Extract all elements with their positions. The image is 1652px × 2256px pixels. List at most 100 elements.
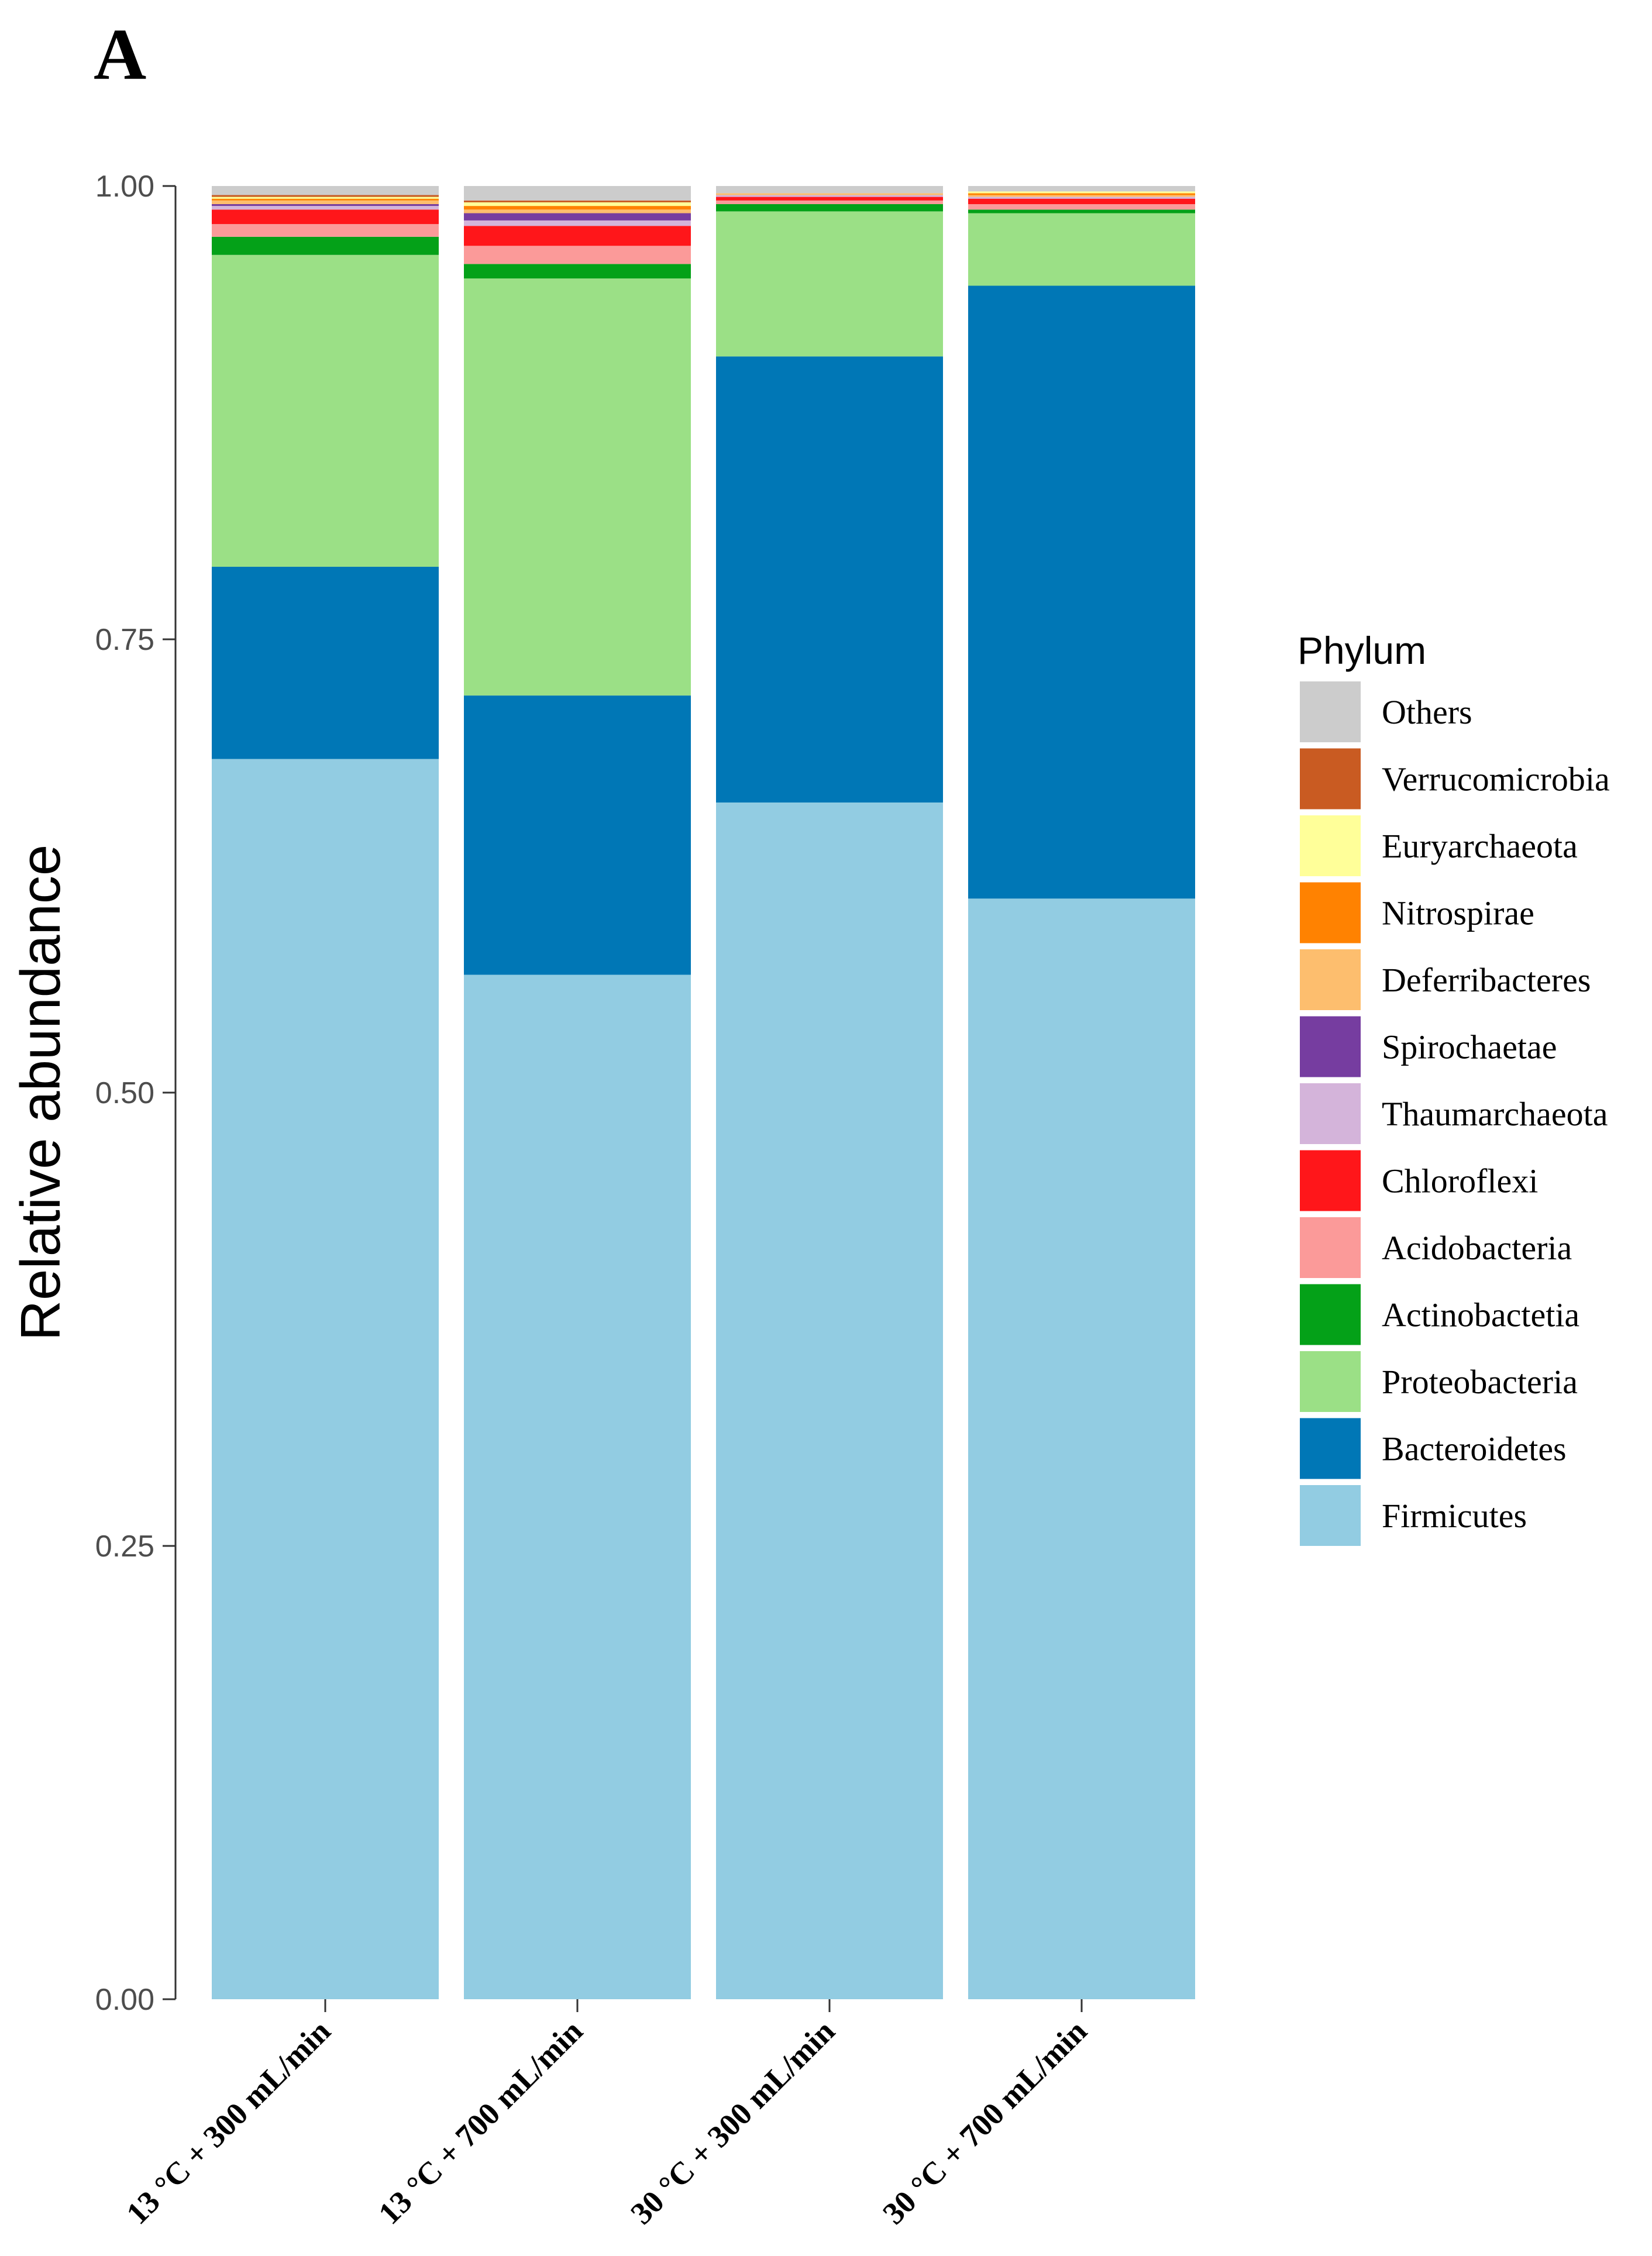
bar-segment-firmicutes	[716, 802, 943, 1999]
legend-key	[1300, 949, 1361, 1010]
legend-key	[1300, 815, 1361, 876]
bar-segment-chloroflexi	[212, 209, 439, 225]
y-tick-label: 0.25	[95, 1530, 154, 1563]
y-axis-title: Relative abundance	[9, 845, 72, 1341]
legend-key	[1300, 681, 1361, 742]
legend-label: Others	[1382, 693, 1472, 731]
legend-item-nitrospirae: Nitrospirae	[1300, 882, 1534, 943]
bar-segment-proteobacteria	[716, 211, 943, 357]
bar-segment-firmicutes	[464, 974, 691, 1999]
y-tick-label: 1.00	[95, 170, 154, 204]
legend-label: Spirochaetae	[1382, 1028, 1557, 1066]
legend-key	[1300, 1284, 1361, 1345]
bar-segment-firmicutes	[212, 759, 439, 1999]
bar-segment-verrucomicrobia	[464, 200, 691, 202]
legend-item-euryarchaeota: Euryarchaeota	[1300, 815, 1578, 876]
bar-segment-others	[464, 186, 691, 201]
bar-segment-others	[716, 186, 943, 194]
bar-segment-acidobacteria	[968, 204, 1195, 210]
legend: Phylum Others Verrucomicrobia Euryarchaeot…	[1297, 629, 1610, 1546]
x-tick-label: 30 °C + 700 mL/min	[876, 2013, 1093, 2231]
y-tick-label: 0.00	[95, 1983, 154, 2017]
bar-segment-deferribacteres	[968, 195, 1195, 197]
bar-segment-deferribacteres	[212, 200, 439, 204]
x-tick-label: 13 °C + 300 mL/min	[119, 2013, 337, 2231]
legend-label: Deferribacteres	[1382, 961, 1591, 999]
bar-segment-proteobacteria	[212, 254, 439, 567]
legend-label: Verrucomicrobia	[1382, 760, 1610, 798]
bar-segment-actinobactetia	[464, 264, 691, 279]
bar-segment-actinobactetia	[212, 236, 439, 255]
legend-key	[1300, 748, 1361, 810]
bar-segment-actinobactetia	[968, 209, 1195, 213]
bar-segment-thaumarchaeota	[212, 206, 439, 210]
bar-segment-deferribacteres	[464, 209, 691, 213]
bar-segment-chloroflexi	[968, 198, 1195, 204]
legend-key	[1300, 1485, 1361, 1546]
bar-segment-others	[968, 186, 1195, 192]
legend-key	[1300, 1083, 1361, 1144]
bars-group	[212, 186, 1195, 1999]
legend-label: Nitrospirae	[1382, 894, 1534, 932]
x-tick-label: 13 °C + 700 mL/min	[371, 2013, 589, 2231]
legend-items: Others Verrucomicrobia Euryarchaeota Nitros…	[1300, 681, 1610, 1546]
legend-item-others: Others	[1300, 681, 1472, 742]
legend-item-actinobactetia: Actinobactetia	[1300, 1284, 1579, 1345]
legend-label: Proteobacteria	[1382, 1363, 1578, 1401]
bar-segment-proteobacteria	[464, 278, 691, 696]
legend-key	[1300, 1418, 1361, 1479]
legend-key	[1300, 1217, 1361, 1278]
bar-segment-thaumarchaeota	[716, 195, 943, 197]
legend-item-acidobacteria: Acidobacteria	[1300, 1217, 1572, 1278]
bar-segment-deferribacteres	[716, 193, 943, 195]
bar-stack	[716, 186, 943, 1999]
legend-key	[1300, 882, 1361, 943]
bar-stack	[464, 186, 691, 1999]
bar-segment-firmicutes	[968, 898, 1195, 1999]
bar-segment-chloroflexi	[464, 226, 691, 246]
legend-label: Actinobactetia	[1382, 1296, 1579, 1334]
bar-segment-proteobacteria	[968, 213, 1195, 286]
legend-item-proteobacteria: Proteobacteria	[1300, 1351, 1578, 1412]
bar-segment-spirochaetae	[464, 213, 691, 221]
legend-item-thaumarchaeota: Thaumarchaeota	[1300, 1083, 1608, 1144]
legend-item-verrucomicrobia: Verrucomicrobia	[1300, 748, 1610, 810]
bar-segment-bacteroidetes	[968, 285, 1195, 899]
legend-item-deferribacteres: Deferribacteres	[1300, 949, 1591, 1010]
bar-segment-acidobacteria	[464, 246, 691, 264]
legend-label: Thaumarchaeota	[1382, 1095, 1608, 1133]
bar-segment-acidobacteria	[212, 224, 439, 237]
bar-segment-thaumarchaeota	[968, 197, 1195, 199]
bar-segment-others	[212, 186, 439, 195]
bar-segment-euryarchaeota	[464, 202, 691, 206]
bar-segment-acidobacteria	[716, 200, 943, 204]
legend-item-bacteroidetes: Bacteroidetes	[1300, 1418, 1567, 1479]
bar-segment-verrucomicrobia	[212, 195, 439, 197]
bar-segment-euryarchaeota	[968, 191, 1195, 194]
bar-segment-nitrospirae	[968, 193, 1195, 195]
legend-label: Euryarchaeota	[1382, 827, 1578, 865]
legend-key	[1300, 1150, 1361, 1211]
bar-segment-spirochaetae	[212, 204, 439, 206]
legend-key	[1300, 1351, 1361, 1412]
bar-segment-chloroflexi	[716, 197, 943, 201]
bar-stack	[968, 186, 1195, 1999]
bar-segment-bacteroidetes	[212, 567, 439, 759]
legend-item-firmicutes: Firmicutes	[1300, 1485, 1527, 1546]
legend-label: Acidobacteria	[1382, 1229, 1572, 1267]
legend-label: Firmicutes	[1382, 1497, 1527, 1535]
bar-segment-bacteroidetes	[716, 356, 943, 802]
bar-stack	[212, 186, 439, 1999]
bar-segment-nitrospirae	[464, 206, 691, 210]
y-tick-label: 0.50	[95, 1076, 154, 1110]
bar-segment-actinobactetia	[716, 204, 943, 212]
legend-title: Phylum	[1297, 629, 1426, 672]
panel-label: A	[94, 15, 146, 95]
legend-item-chloroflexi: Chloroflexi	[1300, 1150, 1538, 1211]
bar-segment-bacteroidetes	[464, 695, 691, 975]
legend-label: Bacteroidetes	[1382, 1430, 1567, 1468]
y-tick-label: 0.75	[95, 623, 154, 657]
bar-segment-nitrospirae	[212, 198, 439, 201]
legend-label: Chloroflexi	[1382, 1162, 1538, 1200]
